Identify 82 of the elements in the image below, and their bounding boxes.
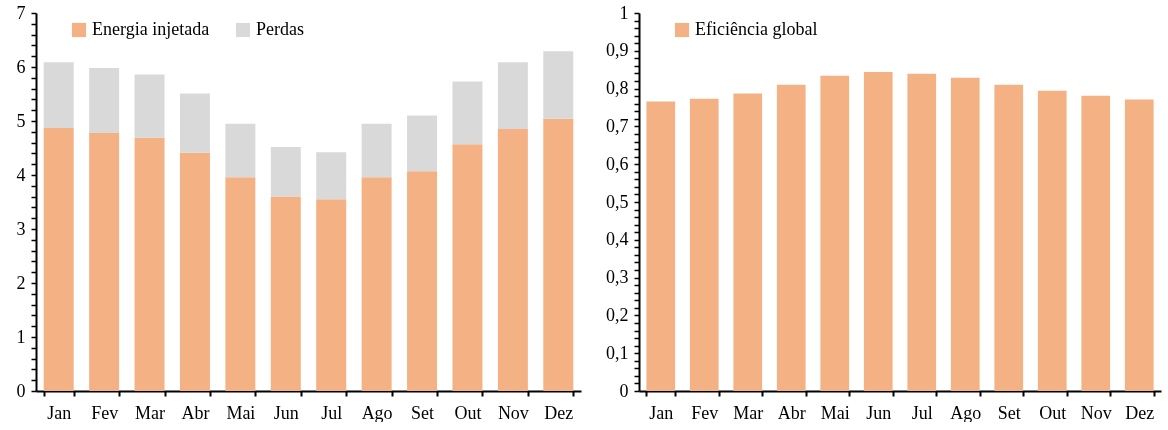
bar: [950, 77, 980, 391]
y-tick-label: 6: [16, 56, 26, 77]
bar: [89, 132, 120, 391]
x-tick-label: Jun: [273, 402, 299, 423]
bar: [543, 51, 574, 119]
x-tick-label: Dez: [544, 402, 574, 423]
x-tick-label: Mar: [733, 402, 764, 423]
x-tick-label: Ago: [950, 402, 982, 423]
y-tick-label: 0,5: [606, 191, 629, 212]
bar: [43, 62, 74, 129]
x-tick-label: Nov: [1080, 402, 1112, 423]
x-tick-label: Set: [997, 402, 1021, 423]
bar: [316, 152, 347, 200]
bar: [361, 177, 392, 391]
bar: [179, 152, 210, 391]
bar: [452, 81, 483, 145]
x-tick-label: Jul: [911, 402, 933, 423]
legend-label: Perdas: [256, 19, 304, 39]
bar: [994, 84, 1024, 391]
y-tick-label: 0,2: [606, 304, 629, 325]
x-tick-label: Ago: [361, 402, 393, 423]
x-tick-label: Set: [411, 402, 435, 423]
bar: [1124, 99, 1154, 391]
bar: [452, 144, 483, 391]
bar: [776, 84, 806, 391]
bar: [497, 62, 528, 130]
bar: [407, 115, 438, 172]
bar: [270, 196, 301, 391]
y-tick-label: 1: [619, 2, 629, 23]
bar: [820, 75, 850, 391]
bar: [225, 177, 256, 391]
bar: [1081, 95, 1111, 391]
bar: [497, 129, 528, 391]
y-tick-label: 7: [16, 2, 26, 23]
x-tick-label: Abr: [777, 402, 806, 423]
y-tick-label: 0,3: [606, 267, 629, 288]
bar: [1037, 90, 1067, 391]
bar: [225, 123, 256, 178]
y-tick-label: 0,1: [606, 342, 629, 363]
bar: [134, 74, 165, 138]
bar: [134, 137, 165, 391]
bar: [689, 98, 719, 391]
y-tick-label: 0,6: [606, 153, 629, 174]
y-tick-label: 2: [16, 272, 26, 293]
x-tick-label: Dez: [1125, 402, 1155, 423]
bar: [543, 118, 574, 391]
y-tick-label: 0,4: [606, 229, 629, 250]
y-tick-label: 5: [16, 110, 26, 131]
x-tick-label: Mai: [226, 402, 256, 423]
x-tick-label: Fev: [91, 402, 119, 423]
y-tick-label: 1: [16, 326, 26, 347]
bar: [646, 101, 676, 391]
bar: [43, 128, 74, 391]
x-tick-label: Jan: [649, 402, 674, 423]
bar: [316, 199, 347, 391]
x-tick-label: Fev: [691, 402, 719, 423]
y-tick-label: 4: [16, 164, 26, 185]
bar: [863, 71, 893, 391]
bar: [733, 93, 763, 391]
bar: [179, 93, 210, 153]
x-tick-label: Mar: [135, 402, 166, 423]
bar: [907, 73, 937, 391]
x-tick-label: Out: [1039, 402, 1067, 423]
y-tick-label: 0,9: [606, 40, 629, 61]
x-tick-label: Out: [454, 402, 482, 423]
bar: [270, 146, 301, 197]
legend-label: Energia injetada: [92, 19, 210, 39]
y-tick-label: 3: [16, 218, 26, 239]
y-tick-label: 0: [619, 380, 629, 401]
y-tick-label: 0,7: [606, 115, 629, 136]
bar: [89, 68, 120, 133]
x-tick-label: Nov: [497, 402, 529, 423]
x-tick-label: Mai: [820, 402, 850, 423]
x-tick-label: Jul: [321, 402, 343, 423]
legend-label: Eficiência global: [695, 19, 818, 39]
y-tick-label: 0,8: [606, 78, 629, 99]
x-tick-label: Abr: [181, 402, 210, 423]
bar: [407, 171, 438, 391]
bar: [361, 123, 392, 178]
y-tick-label: 0: [16, 380, 26, 401]
x-tick-label: Jun: [866, 402, 892, 423]
x-tick-label: Jan: [47, 402, 72, 423]
